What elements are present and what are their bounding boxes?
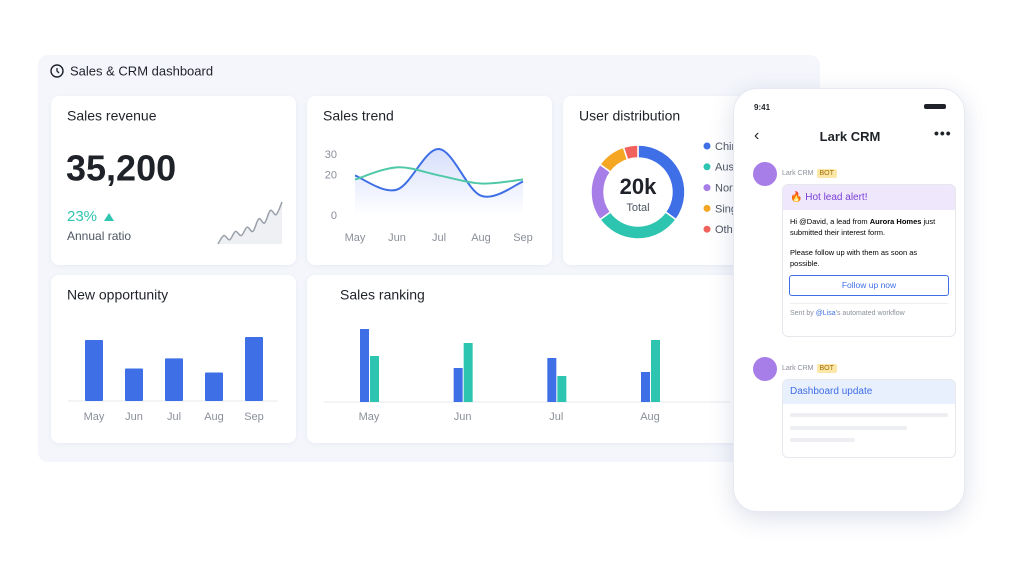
text: Hi @David, a lead from [790, 217, 870, 226]
status-time: 9:41 [754, 103, 771, 112]
bar [85, 340, 103, 401]
status-icons [924, 104, 946, 109]
sender: Lark CRM BOT [782, 169, 837, 178]
follow-up-button[interactable]: Follow up now [789, 275, 949, 296]
x-tick-label: Jul [432, 232, 446, 244]
x-tick-label: May [84, 411, 105, 423]
y-tick-label: 20 [325, 169, 337, 181]
bar [125, 368, 143, 401]
footer-text: 's automated workflow [835, 310, 905, 317]
x-tick-label: Jun [388, 232, 406, 244]
x-tick-label: Jun [125, 411, 143, 423]
legend-dot [703, 204, 711, 212]
x-tick-label: Aug [204, 411, 224, 423]
bar [641, 372, 650, 402]
card-header: Dashboard update [783, 380, 955, 404]
legend-dot [703, 184, 711, 192]
chat-title: Lark CRM [819, 129, 881, 144]
x-tick-label: Aug [471, 232, 491, 244]
placeholder [790, 438, 855, 442]
bar [557, 376, 567, 402]
x-tick-label: Sep [513, 232, 533, 244]
legend-dot [703, 225, 711, 233]
line [354, 166, 524, 185]
sender-name: Lark CRM [782, 170, 814, 177]
revenue-value: 35,200 [66, 148, 176, 189]
header-icon [50, 64, 64, 78]
x-tick-label: Jun [454, 411, 472, 423]
message-text: Please follow up with them as soon as po… [790, 248, 918, 268]
text-bold: Aurora Homes [869, 217, 922, 226]
footer-link[interactable]: @Lisa [815, 310, 836, 317]
line [354, 148, 524, 198]
message-text: Hi @David, a lead from Aurora Homes just… [783, 210, 955, 238]
card-title: User distribution [579, 108, 680, 124]
y-tick-label: 30 [325, 149, 337, 161]
bar [245, 337, 263, 401]
card-title: New opportunity [67, 287, 168, 303]
bar [165, 358, 183, 401]
x-tick-label: May [359, 411, 380, 423]
sparkline [217, 201, 283, 245]
message-card: Dashboard update [782, 379, 956, 458]
avatar [753, 162, 777, 186]
sender-name: Lark CRM [782, 365, 814, 372]
card [51, 96, 296, 265]
footer: Sent by @Lisa's automated workflow [790, 303, 948, 317]
card-title: Sales ranking [340, 287, 425, 303]
x-tick-label: May [345, 232, 366, 244]
bar [463, 343, 473, 402]
bot-badge: BOT [816, 169, 837, 178]
card [307, 275, 808, 443]
header-icon-hand [56, 68, 60, 74]
card-header: 🔥 Hot lead alert! [783, 185, 955, 210]
ratio: 23% [67, 208, 97, 225]
x-tick-label: Jul [167, 411, 181, 423]
bar [360, 329, 369, 402]
message-card: 🔥 Hot lead alert! Hi @David, a lead from… [782, 184, 956, 337]
card-title: Sales trend [323, 108, 394, 124]
donut-slice [622, 144, 639, 161]
card-title: Sales revenue [67, 108, 157, 124]
ratio-label: Annual ratio [67, 229, 131, 243]
more-button[interactable]: ••• [934, 125, 952, 141]
dashboard-title: Sales & CRM dashboard [70, 63, 213, 78]
bar [205, 372, 223, 401]
x-tick-label: Aug [640, 411, 660, 423]
placeholder [790, 413, 948, 417]
area [355, 149, 523, 216]
bot-badge: BOT [816, 364, 837, 373]
donut-sublabel: Total [626, 202, 649, 214]
back-button[interactable]: ‹ [754, 127, 760, 144]
y-tick-label: 0 [331, 210, 337, 222]
placeholder [790, 426, 907, 430]
legend-dot [703, 163, 711, 171]
up-arrow [104, 213, 114, 221]
bar [547, 358, 557, 402]
bar [651, 340, 660, 402]
footer-text: Sent by [790, 310, 816, 317]
bar [453, 368, 463, 402]
legend-dot [703, 142, 711, 150]
avatar [753, 357, 777, 381]
phone: 9:41 ‹ Lark CRM ••• Lark CRM BOT 🔥 Hot le… [733, 88, 965, 512]
text: just submitted their interest form. [790, 217, 936, 237]
sender: Lark CRM BOT [782, 364, 837, 373]
donut-center: 20k [620, 174, 657, 199]
x-tick-label: Jul [549, 411, 563, 423]
x-tick-label: Sep [244, 411, 264, 423]
bar [370, 356, 379, 402]
